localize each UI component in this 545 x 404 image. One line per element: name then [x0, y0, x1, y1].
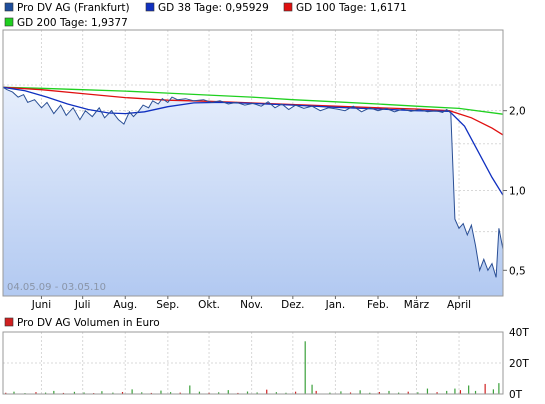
- y-tick-label: 1,0: [509, 185, 526, 197]
- volume-frame: [2, 331, 504, 395]
- legend-item: GD 38 Tage: 0,95929: [145, 2, 269, 14]
- x-tick-label: Juli: [74, 299, 91, 311]
- legend-label: GD 38 Tage: 0,95929: [158, 2, 269, 14]
- x-tick-label: Okt.: [198, 299, 220, 311]
- legend-label: GD 200 Tage: 1,9377: [17, 17, 128, 29]
- x-tick-label: Jan.: [325, 299, 346, 311]
- plot-frame: [2, 29, 504, 297]
- legend-label: Pro DV AG Volumen in Euro: [17, 317, 160, 329]
- x-tick-label: Sep.: [156, 299, 179, 311]
- y-tick-label: 2,0: [509, 106, 526, 118]
- legend-item: Pro DV AG (Frankfurt): [4, 2, 130, 14]
- x-tick-label: März: [404, 299, 430, 311]
- price-legend: Pro DV AG (Frankfurt) GD 38 Tage: 0,95929…: [4, 2, 407, 29]
- legend-swatch: [4, 17, 14, 27]
- legend-item: GD 200 Tage: 1,9377: [4, 17, 128, 29]
- legend-swatch: [4, 2, 14, 12]
- legend-item: GD 100 Tage: 1,6171: [283, 2, 407, 14]
- volume-y-tick-label: 20T: [509, 358, 529, 370]
- legend-swatch: [4, 317, 14, 327]
- volume-legend: Pro DV AG Volumen in Euro: [4, 317, 160, 329]
- legend-swatch: [145, 2, 155, 12]
- gd38-line: [2, 86, 504, 196]
- price-area-fill: [3, 87, 503, 296]
- legend-item: Pro DV AG Volumen in Euro: [4, 317, 160, 329]
- price-line: [2, 86, 504, 278]
- x-tick-label: Dez.: [281, 299, 304, 311]
- y-tick-label: 0,5: [509, 265, 526, 277]
- legend-label: GD 100 Tage: 1,6171: [296, 2, 407, 14]
- gd200-line: [2, 86, 504, 115]
- x-tick-label: April: [447, 299, 471, 311]
- x-tick-label: Feb.: [367, 299, 389, 311]
- date-range-label: 04.05.09 - 03.05.10: [7, 282, 106, 293]
- legend-label: Pro DV AG (Frankfurt): [17, 2, 130, 14]
- volume-y-tick-label: 0T: [509, 389, 523, 401]
- x-tick-label: Nov.: [240, 299, 263, 311]
- volume-grid: [3, 331, 503, 395]
- legend-swatch: [283, 2, 293, 12]
- volume-y-tick-label: 40T: [509, 327, 529, 339]
- x-tick-label: Aug.: [113, 299, 137, 311]
- x-tick-label: Juni: [31, 299, 51, 311]
- price-plot: 2,0 1,0 0,5 Juni Juli Aug. Sep. Okt. Nov. Dez. Jan…: [2, 29, 526, 311]
- volume-plot: 40T 20T 0T: [2, 327, 529, 401]
